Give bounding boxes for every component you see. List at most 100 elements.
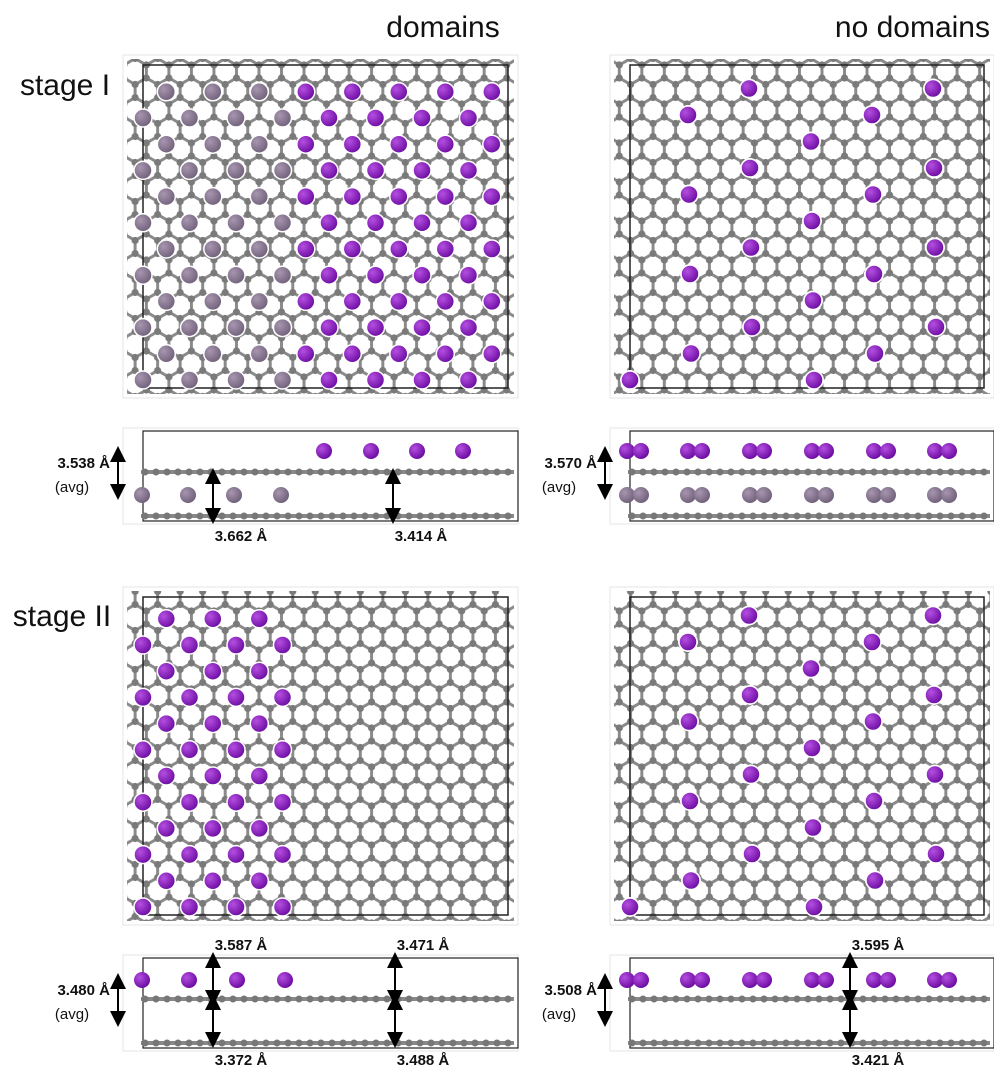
intercalant-atom	[181, 319, 199, 337]
carbon-atom	[318, 469, 325, 476]
carbon-atom	[252, 513, 259, 520]
carbon-atom	[505, 513, 512, 520]
carbon-atom	[794, 1040, 801, 1047]
carbon-atom	[838, 513, 845, 520]
carbon-atom	[340, 1040, 347, 1047]
carbon-atom	[893, 513, 900, 520]
carbon-atom	[970, 996, 977, 1003]
intercalant-atom	[367, 319, 385, 337]
carbon-atom	[871, 1040, 878, 1047]
carbon-atom	[417, 996, 424, 1003]
intercalant-atom	[818, 443, 834, 459]
intercalant-atom	[181, 688, 199, 706]
avg-note: (avg)	[542, 479, 576, 496]
intercalant-atom	[680, 487, 696, 503]
carbon-atom	[948, 1040, 955, 1047]
intercalant-atom	[926, 766, 944, 784]
carbon-atom	[186, 1040, 193, 1047]
carbon-atom	[175, 1040, 182, 1047]
carbon-atom	[461, 996, 468, 1003]
intercalant-atom	[866, 487, 882, 503]
carbon-atom	[186, 469, 193, 476]
carbon-atom	[717, 996, 724, 1003]
carbon-atom	[959, 1040, 966, 1047]
carbon-atom	[494, 513, 501, 520]
carbon-atom	[241, 513, 248, 520]
carbon-atom	[505, 1040, 512, 1047]
intercalant-atom	[866, 872, 884, 890]
carbon-atom	[761, 513, 768, 520]
intercalant-atom	[756, 972, 772, 988]
intercalant-atom	[227, 898, 245, 916]
carbon-atom	[882, 469, 889, 476]
intercalant-atom	[413, 371, 431, 389]
intercalant-atom	[274, 688, 292, 706]
intercalant-atom	[204, 872, 222, 890]
carbon-atom	[164, 469, 171, 476]
intercalant-atom	[742, 766, 760, 784]
carbon-atom	[882, 996, 889, 1003]
intercalant-atom	[802, 133, 820, 151]
carbon-atom	[882, 513, 889, 520]
intercalant-atom	[390, 188, 408, 206]
carbon-atom	[351, 1040, 358, 1047]
intercalant-atom	[363, 443, 379, 459]
carbon-atom	[285, 996, 292, 1003]
intercalant-atom	[413, 214, 431, 232]
carbon-atom	[307, 996, 314, 1003]
intercalant-atom	[316, 443, 332, 459]
intercalant-atom	[204, 188, 222, 206]
intercalant-atom	[390, 345, 408, 363]
carbon-atom	[483, 996, 490, 1003]
intercalant-atom	[134, 846, 152, 864]
carbon-atom	[981, 469, 988, 476]
carbon-atom	[750, 1040, 757, 1047]
distance-label: 3.471 Å	[397, 937, 450, 954]
carbon-atom	[651, 996, 658, 1003]
intercalant-atom	[250, 662, 268, 680]
carbon-atom	[208, 469, 215, 476]
intercalant-atom	[679, 106, 697, 124]
carbon-atom	[483, 1040, 490, 1047]
carbon-atom	[750, 996, 757, 1003]
intercalant-atom	[367, 161, 385, 179]
carbon-atom	[307, 1040, 314, 1047]
intercalant-atom	[181, 972, 197, 988]
carbon-atom	[915, 469, 922, 476]
carbon-atom	[153, 1040, 160, 1047]
carbon-atom	[640, 469, 647, 476]
intercalant-atom	[181, 846, 199, 864]
intercalant-atom	[157, 662, 175, 680]
carbon-atom	[651, 513, 658, 520]
intercalant-atom	[181, 636, 199, 654]
intercalant-atom	[390, 83, 408, 101]
avg-value: 3.508 Å	[544, 982, 597, 999]
carbon-atom	[461, 1040, 468, 1047]
intercalant-atom	[297, 135, 315, 153]
carbon-atom	[970, 469, 977, 476]
carbon-atom	[351, 469, 358, 476]
distance-label: 3.595 Å	[852, 937, 905, 954]
carbon-atom	[860, 1040, 867, 1047]
intercalant-atom	[250, 819, 268, 837]
carbon-atom	[662, 1040, 669, 1047]
carbon-atom	[384, 1040, 391, 1047]
carbon-atom	[937, 513, 944, 520]
intercalant-atom	[320, 161, 338, 179]
intercalant-atom	[694, 487, 710, 503]
carbon-atom	[684, 1040, 691, 1047]
carbon-atom	[717, 1040, 724, 1047]
carbon-atom	[384, 513, 391, 520]
intercalant-atom	[204, 662, 222, 680]
intercalant-atom	[181, 266, 199, 284]
intercalant-atom	[483, 83, 501, 101]
carbon-atom	[629, 1040, 636, 1047]
intercalant-atom	[866, 345, 884, 363]
intercalant-atom	[157, 610, 175, 628]
intercalant-atom	[227, 109, 245, 127]
intercalant-atom	[227, 319, 245, 337]
carbon-atom	[805, 469, 812, 476]
intercalant-atom	[740, 80, 758, 98]
intercalant-atom	[343, 188, 361, 206]
intercalant-atom	[180, 487, 196, 503]
